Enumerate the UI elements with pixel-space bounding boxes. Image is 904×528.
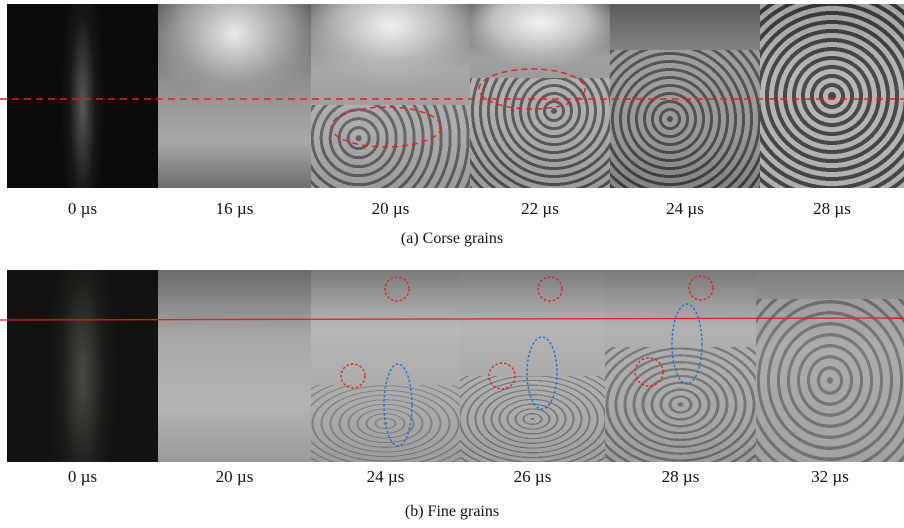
time-label: 28 µs <box>813 199 851 218</box>
fine-frame-26us <box>460 270 605 462</box>
fine-frame-32us <box>756 270 904 462</box>
coarse-time-labels: 0 µs 16 µs 20 µs 22 µs 24 µs 28 µs <box>7 199 904 219</box>
time-label: 0 µs <box>67 467 98 486</box>
time-label: 20 µs <box>215 467 254 486</box>
coarse-frame-24us <box>610 4 760 188</box>
panel-a-caption: (a) Corse grains <box>400 230 504 247</box>
coarse-grain-frame-strip <box>7 4 904 188</box>
coarse-frame-20us <box>311 4 470 188</box>
fine-frame-20us <box>158 270 311 462</box>
fine-frame-28us <box>605 270 756 462</box>
fine-frame-24us <box>311 270 460 462</box>
time-label: 24 µs <box>666 199 704 218</box>
time-label: 22 µs <box>521 199 559 218</box>
time-label: 0 µs <box>67 199 98 218</box>
time-label: 28 µs <box>661 467 700 486</box>
time-label: 26 µs <box>513 467 552 486</box>
fine-frame-0us <box>7 270 158 462</box>
time-label: 16 µs <box>215 199 254 218</box>
coarse-frame-16us <box>158 4 311 188</box>
fine-grain-frame-strip <box>7 270 904 462</box>
panel-b-caption: (b) Fine grains <box>404 503 500 520</box>
fine-time-labels: 0 µs 20 µs 24 µs 26 µs 28 µs 32 µs <box>7 467 904 487</box>
time-label: 24 µs <box>366 467 405 486</box>
coarse-frame-0us <box>7 4 158 188</box>
time-label: 20 µs <box>371 199 410 218</box>
coarse-frame-22us <box>470 4 610 188</box>
time-label: 32 µs <box>811 467 849 486</box>
coarse-frame-28us <box>760 4 904 188</box>
